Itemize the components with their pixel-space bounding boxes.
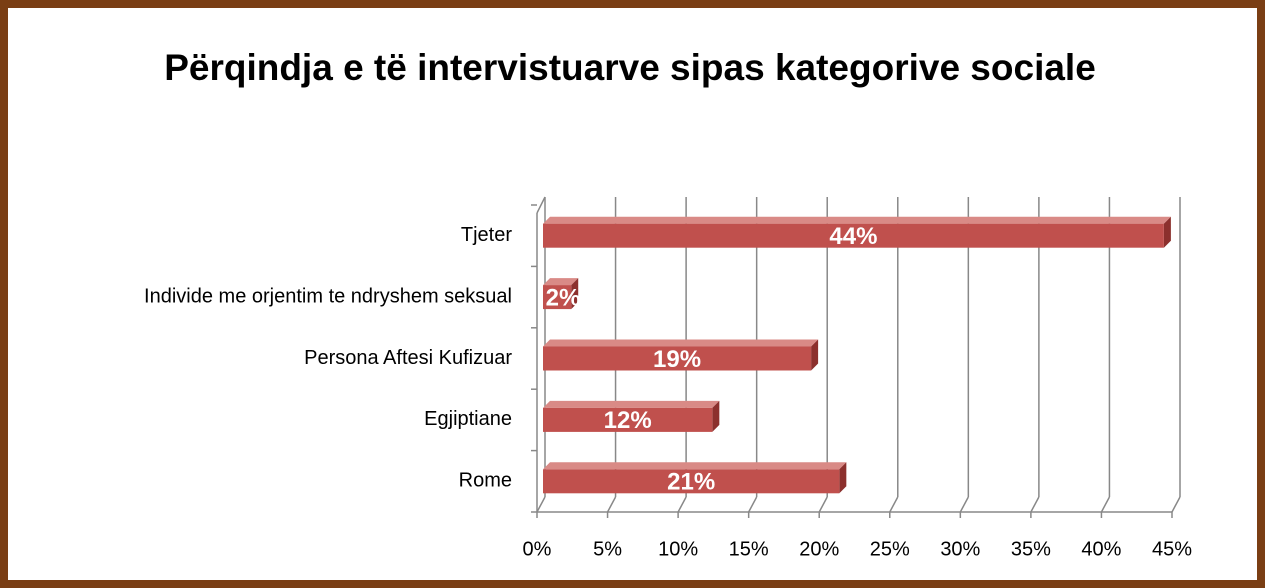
grid-line: [818, 496, 828, 513]
y-tick-label: Egjiptiane: [424, 408, 512, 430]
grid-line: [536, 496, 546, 513]
grid-line: [889, 496, 899, 513]
bar: [543, 462, 847, 494]
x-tick-label: 45%: [1152, 538, 1192, 560]
bar-front: [543, 469, 840, 494]
data-label: 44%: [829, 223, 877, 250]
bar-top: [543, 216, 1171, 224]
y-tick-label: Rome: [459, 470, 512, 492]
grid-line: [1171, 496, 1181, 513]
bar-side: [712, 400, 720, 432]
bar: [543, 278, 579, 310]
x-tick-label: 20%: [799, 538, 839, 560]
bar-front: [543, 346, 812, 371]
grid-line: [677, 496, 687, 513]
data-label: 21%: [667, 469, 715, 496]
y-tick-label: Tjeter: [461, 224, 512, 246]
data-label: 19%: [653, 346, 701, 373]
data-label: 12%: [604, 407, 652, 434]
x-tick-label: 25%: [870, 538, 910, 560]
bar-side: [571, 278, 579, 310]
bar-front: [543, 223, 1164, 248]
x-tick-label: 35%: [1011, 538, 1051, 560]
bar: [543, 339, 819, 371]
x-tick-label: 15%: [729, 538, 769, 560]
x-tick-label: 40%: [1081, 538, 1121, 560]
bar-top: [543, 278, 579, 286]
x-tick-label: 0%: [523, 538, 552, 560]
x-tick-label: 30%: [940, 538, 980, 560]
bar: [543, 400, 720, 432]
data-label: 2%: [546, 284, 581, 311]
axis-line: [536, 196, 546, 214]
bar-top: [543, 339, 819, 347]
bar-top: [543, 400, 720, 408]
bar: [543, 216, 1171, 248]
bar-front: [543, 285, 572, 310]
bar-side: [811, 339, 819, 371]
grid-line: [1030, 496, 1040, 513]
grid-line: [606, 496, 617, 513]
bar-side: [1163, 216, 1171, 248]
grid-line: [748, 496, 758, 513]
chart-title: Përqindja e të intervistuarve sipas kate…: [164, 47, 1096, 88]
grid-line: [1100, 496, 1111, 513]
grid-line: [959, 496, 969, 513]
y-tick-label: Persona Aftesi Kufizuar: [304, 347, 512, 369]
bar-top: [543, 462, 847, 470]
bar-side: [839, 462, 847, 494]
x-tick-label: 10%: [658, 538, 698, 560]
y-tick-label: Individe me orjentim te ndryshem seksual: [144, 285, 512, 307]
bar-front: [543, 407, 713, 432]
x-tick-label: 5%: [593, 538, 622, 560]
